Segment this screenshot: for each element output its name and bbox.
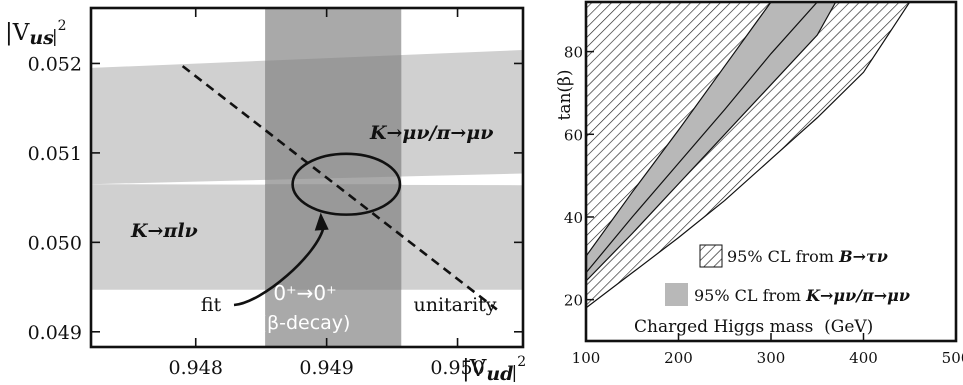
k-pilnu-label: K→πlν xyxy=(130,220,198,242)
x-tick-label: 300 xyxy=(757,349,786,367)
left-y-axis-title: |Vus|2 xyxy=(5,18,67,49)
y-axis-title: |Vus|2 xyxy=(5,18,67,49)
y-tick-label: 0.049 xyxy=(28,322,82,344)
left-x-axis-title: |Vud|2 xyxy=(462,354,526,385)
y-tick-label: 0.050 xyxy=(28,232,82,254)
legend-item-b-taunu: 95% CL from B→τν xyxy=(727,247,888,266)
y-tick-label: 20 xyxy=(564,292,583,310)
legend: 95% CL from B→τν 95% CL from K→μν/π→μν xyxy=(665,244,910,306)
x-tick-label: 100 xyxy=(572,349,601,367)
y-tick-label: 80 xyxy=(564,44,583,62)
fit-arrowhead xyxy=(314,212,329,231)
y-tick-label: 60 xyxy=(564,126,583,144)
x-tick-label: 500 xyxy=(942,349,963,367)
x-tick-label: 0.949 xyxy=(299,357,353,379)
left-y-ticks: 0.049 0.050 0.051 0.052 xyxy=(28,53,523,344)
y-tick-label: 0.052 xyxy=(28,53,82,75)
fit-arrow xyxy=(233,226,326,307)
right-plot-area xyxy=(586,2,911,309)
x-tick-label: 200 xyxy=(664,349,693,367)
overlap-region xyxy=(265,55,402,180)
unitarity-label: unitarity xyxy=(413,294,496,316)
fit-label: fit xyxy=(201,294,222,316)
b-taunu-region-outer xyxy=(586,2,911,309)
x-axis-title: |Vud|2 xyxy=(462,354,526,385)
left-plot-frame xyxy=(89,6,525,349)
legend-swatch-gray xyxy=(665,283,688,306)
k-munu-region-inner xyxy=(586,2,819,274)
left-chart: 0.948 0.949 0.950 0.049 0.050 0.051 0.052 K→μ… xyxy=(5,6,526,385)
right-y-ticks: 20 40 60 80 xyxy=(564,44,594,310)
k-munu-label: K→μν/π→μν xyxy=(369,122,493,144)
right-x-ticks: 100 200 300 400 500 xyxy=(572,333,963,367)
y-tick-label: 40 xyxy=(564,209,583,227)
k-munu-region xyxy=(586,2,836,282)
unitarity-line xyxy=(181,65,498,311)
x-tick-label: 0.948 xyxy=(169,357,223,379)
fit-ellipse xyxy=(291,152,402,216)
left-x-ticks: 0.948 0.949 0.950 xyxy=(169,8,485,379)
overlap-region xyxy=(265,184,402,290)
right-y-axis-title: tan(β) xyxy=(555,69,575,120)
right-chart: 100 200 300 400 500 20 40 60 80 tan(β) 95% CL f… xyxy=(555,0,963,367)
x-tick-label: 0.950 xyxy=(430,357,484,379)
legend-item-k-munu: 95% CL from K→μν/π→μν xyxy=(694,286,910,305)
x-tick-label: 400 xyxy=(849,349,878,367)
x-axis-title-right: Charged Higgs mass (GeV) xyxy=(634,317,873,337)
beta-label-line1: 0⁺→0⁺ xyxy=(273,281,336,305)
beta-label-line2: (β-decay) xyxy=(260,312,351,334)
left-plot-area xyxy=(91,8,523,347)
legend-swatch-hatched xyxy=(699,244,723,268)
y-tick-label: 0.051 xyxy=(28,143,82,165)
